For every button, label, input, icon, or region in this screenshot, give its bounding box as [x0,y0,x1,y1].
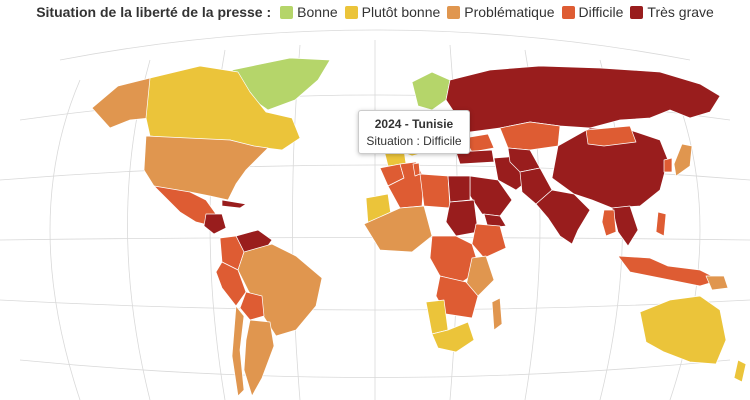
country-papua[interactable] [705,275,729,291]
country-new-zealand[interactable] [733,359,747,383]
legend-swatch-difficile [561,5,575,19]
legend-swatch-problematique [447,5,461,19]
country-namibia[interactable] [425,299,449,335]
legend-label-bonne: Bonne [297,4,338,20]
country-mongolia[interactable] [585,125,637,147]
country-central-america[interactable] [203,213,227,235]
legend-item-difficile[interactable]: Difficile [561,4,624,20]
country-indonesia[interactable] [617,255,721,287]
country-japan[interactable] [673,143,693,177]
country-bolivia[interactable] [239,291,265,321]
country-scandinavia[interactable] [411,71,451,111]
legend-swatch-plutot-bonne [344,5,358,19]
legend-label-plutot-bonne: Plutôt bonne [361,4,441,20]
country-argentina[interactable] [243,319,275,397]
legend-item-plutot-bonne[interactable]: Plutôt bonne [344,4,441,20]
legend-title: Situation de la liberté de la presse : [36,4,272,20]
country-korea[interactable] [663,157,673,173]
country-egypt[interactable] [447,175,471,203]
legend: Situation de la liberté de la presse : B… [0,3,750,21]
country-east-africa[interactable] [465,255,495,297]
country-southeast-asia[interactable] [611,205,639,247]
legend-item-bonne[interactable]: Bonne [280,4,338,20]
country-thailand[interactable] [601,209,617,237]
world-map[interactable] [0,26,750,400]
world-map-svg[interactable] [0,26,750,400]
legend-swatch-tres-grave [630,5,644,19]
country-sudan[interactable] [445,199,479,237]
country-kazakhstan[interactable] [499,121,561,151]
country-south-africa[interactable] [431,321,475,353]
country-southern-africa[interactable] [435,275,479,319]
country-yemen[interactable] [483,213,507,229]
legend-label-tres-grave: Très grave [647,4,714,20]
tooltip-title: 2024 - Tunisie [374,117,454,131]
legend-label-problematique: Problématique [464,4,555,20]
country-madagascar[interactable] [491,297,503,331]
tooltip-situation: Situation : Difficile [366,134,462,148]
legend-item-problematique[interactable]: Problématique [447,4,555,20]
country-india[interactable] [535,189,591,245]
country-australia[interactable] [639,295,727,365]
country-ethiopia[interactable] [471,223,507,259]
legend-swatch-bonne [280,5,294,19]
legend-item-tres-grave[interactable]: Très grave [630,4,714,20]
country-russia[interactable] [445,65,721,133]
country-cuba[interactable] [221,199,247,209]
legend-label-difficile: Difficile [578,4,624,20]
country-libya[interactable] [419,173,451,209]
country-brazil[interactable] [237,243,323,337]
country-chile[interactable] [231,305,245,397]
country-philippines[interactable] [655,211,667,237]
map-tooltip: 2024 - Tunisie Situation : Difficile [358,110,470,154]
